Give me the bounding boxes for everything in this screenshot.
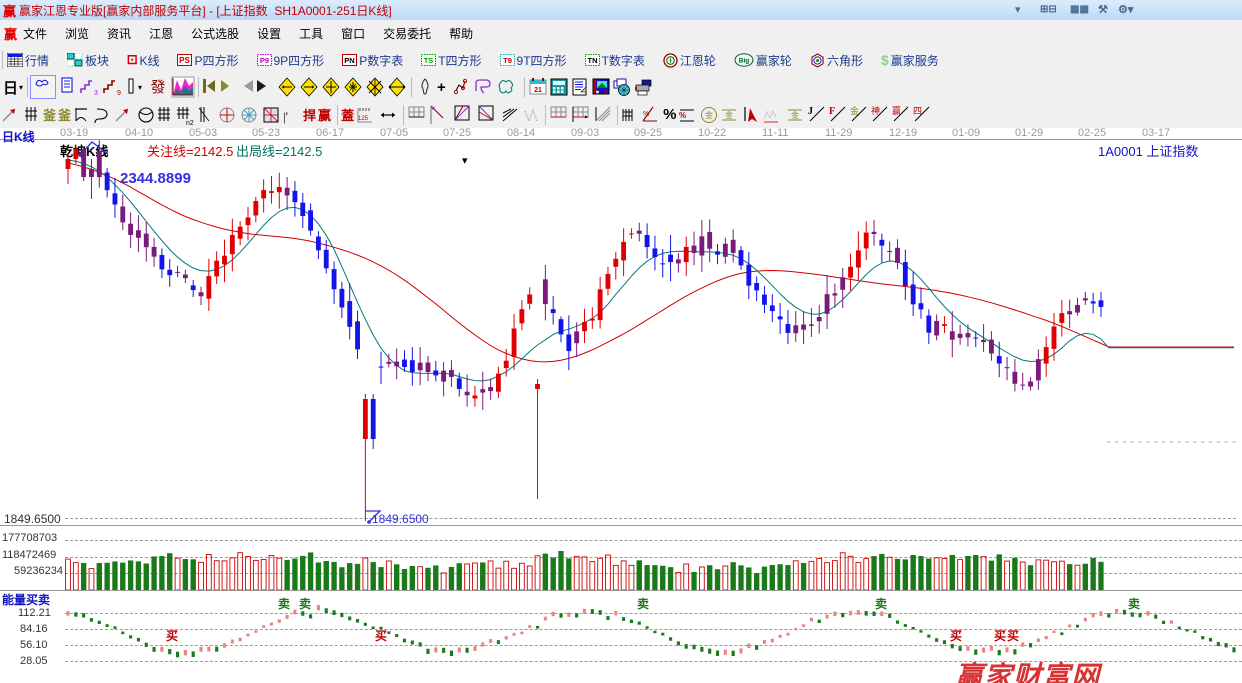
svg-text:金: 金 <box>850 105 859 116</box>
svg-text:Big: Big <box>739 58 750 65</box>
svg-text:發: 發 <box>151 79 166 96</box>
svg-text:TN: TN <box>587 56 597 65</box>
svg-text:神: 神 <box>871 105 880 116</box>
svg-text:125: 125 <box>358 116 369 122</box>
svg-text:P9: P9 <box>259 56 268 65</box>
svg-text:%: % <box>679 111 686 120</box>
svg-text:21: 21 <box>534 87 542 94</box>
svg-text:3: 3 <box>94 90 98 97</box>
svg-text:TS: TS <box>424 56 434 65</box>
svg-text:PN: PN <box>344 56 354 65</box>
svg-text:金: 金 <box>705 110 713 120</box>
svg-text:J: J <box>808 106 813 117</box>
svg-text:n2: n2 <box>186 120 194 125</box>
svg-text:金: 金 <box>791 110 799 120</box>
svg-text:PS: PS <box>180 56 191 65</box>
svg-text:F: F <box>829 106 835 117</box>
svg-text:|': |' <box>283 109 288 124</box>
svg-text:9: 9 <box>117 90 121 97</box>
svg-text:T9: T9 <box>503 56 512 65</box>
svg-text:赢: 赢 <box>892 105 901 116</box>
svg-text:%: % <box>643 111 649 118</box>
svg-text:金: 金 <box>725 110 733 120</box>
svg-text:四: 四 <box>913 106 922 116</box>
